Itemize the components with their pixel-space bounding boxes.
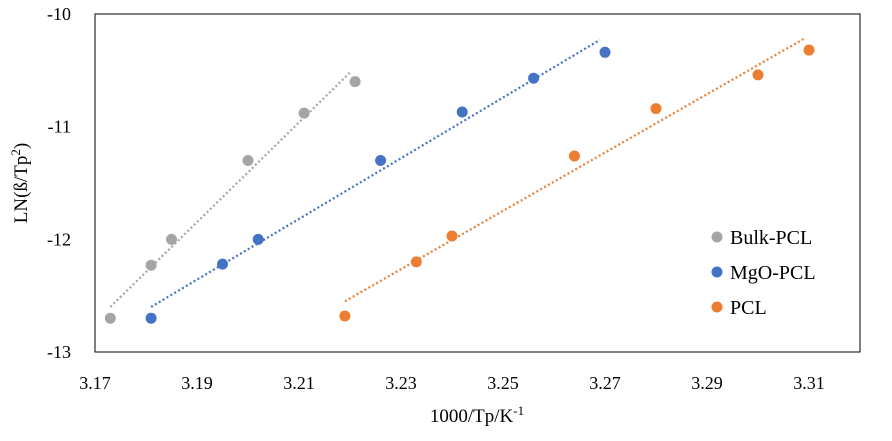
legend-label-mgo-pcl: MgO-PCL [730, 262, 816, 284]
x-tick-label: 3.17 [79, 373, 111, 393]
data-point-pcl [650, 103, 662, 115]
legend-label-bulk-pcl: Bulk-PCL [730, 227, 812, 249]
data-point-bulk-pcl [166, 233, 177, 245]
x-tick-label: 3.23 [385, 373, 417, 393]
data-point-pcl [339, 310, 351, 322]
data-point-pcl [752, 69, 764, 81]
y-axis-title: LN(ß/Tp2) [8, 143, 32, 223]
legend-marker-pcl [711, 301, 723, 313]
x-tick-label: 3.29 [691, 373, 723, 393]
data-point-bulk-pcl [104, 312, 116, 324]
data-point-mgo-pcl [375, 154, 387, 166]
y-tick-label: -10 [47, 4, 71, 24]
data-point-bulk-pcl [242, 154, 254, 166]
data-point-mgo-pcl [528, 72, 540, 84]
data-point-mgo-pcl [456, 106, 468, 118]
data-point-bulk-pcl [349, 76, 361, 88]
data-point-mgo-pcl [217, 258, 228, 270]
y-tick-label: -11 [48, 117, 71, 137]
y-tick-label: -13 [47, 342, 71, 362]
legend-marker-mgo-pcl [711, 266, 723, 278]
data-point-pcl [803, 44, 815, 56]
data-point-pcl [446, 230, 458, 242]
y-tick-labels: -10 -11 -12 -13 [47, 4, 71, 362]
legend-marker-bulk-pcl [711, 231, 723, 243]
x-axis-title: 1000/Tp/K-1 [430, 403, 524, 427]
data-point-bulk-pcl [298, 107, 310, 119]
legend: Bulk-PCL MgO-PCL PCL [711, 227, 816, 319]
data-point-mgo-pcl [252, 233, 264, 245]
x-tick-label: 3.27 [589, 373, 621, 393]
x-tick-labels: 3.17 3.19 3.21 3.23 3.25 3.27 3.29 3.31 [79, 373, 825, 393]
x-tick-label: 3.25 [487, 373, 519, 393]
data-point-pcl [568, 150, 580, 162]
legend-label-pcl: PCL [730, 297, 767, 319]
data-point-mgo-pcl [145, 312, 157, 324]
plot-area-border [94, 13, 861, 353]
x-tick-label: 3.31 [793, 373, 825, 393]
x-tick-label: 3.21 [283, 373, 315, 393]
data-point-pcl [410, 256, 422, 268]
data-point-group [104, 44, 815, 324]
data-point-mgo-pcl [599, 46, 611, 58]
y-tick-label: -12 [47, 229, 71, 249]
x-tick-label: 3.19 [181, 373, 213, 393]
data-point-bulk-pcl [145, 259, 157, 271]
